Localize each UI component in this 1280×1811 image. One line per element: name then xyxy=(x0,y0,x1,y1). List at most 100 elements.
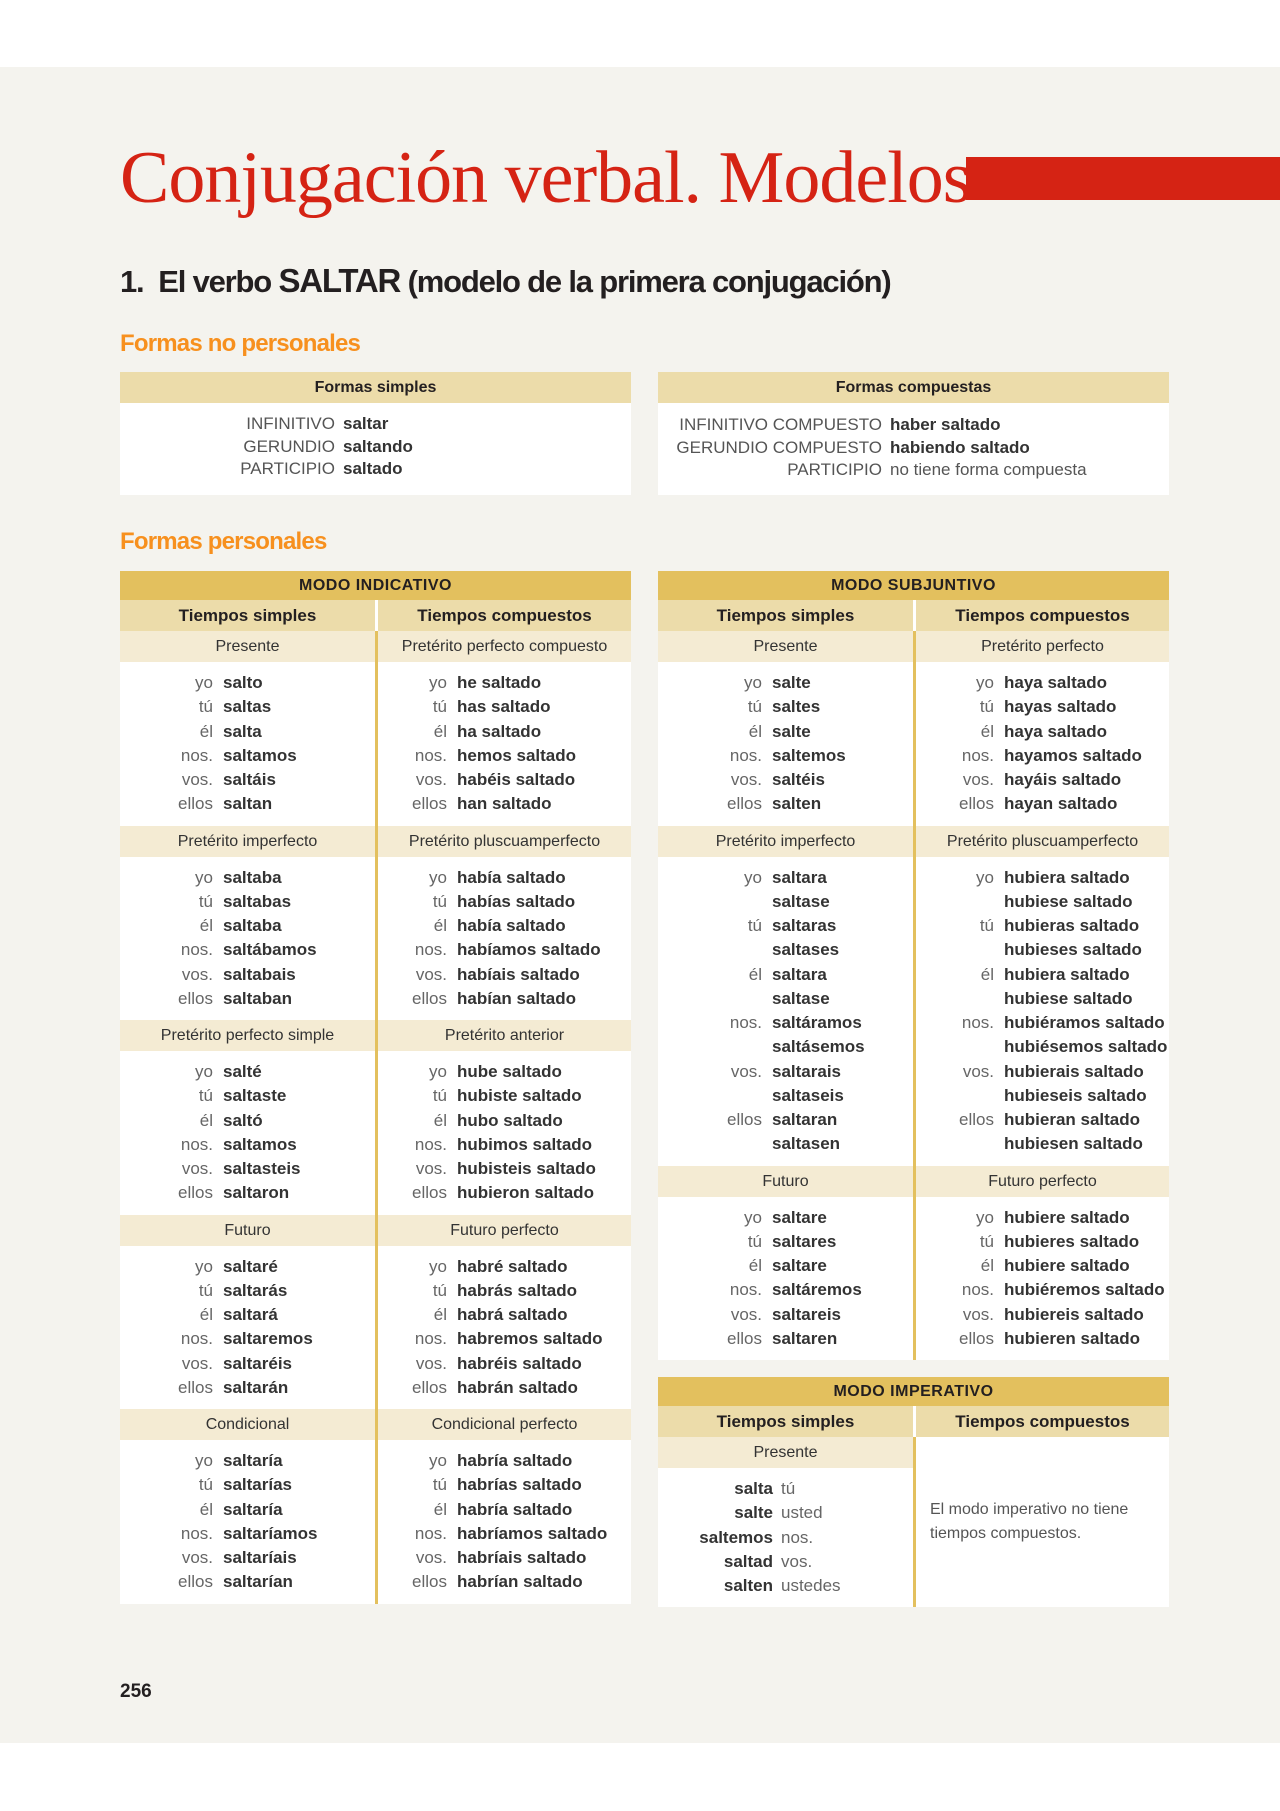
verb-form: saltaría xyxy=(223,1499,283,1519)
verb-form: saltó xyxy=(223,1110,263,1130)
conjugation-row: saltases xyxy=(658,938,913,962)
conjugation-row: nos. saltamos xyxy=(120,1133,375,1157)
tense-cell: Futuro yo saltare tú saltares él saltare nos. sa… xyxy=(658,1165,913,1360)
modo-subjuntivo-table: MODO SUBJUNTIVO Tiempos simples Tiempos co… xyxy=(658,571,1169,1360)
form-label: PARTICIPIO xyxy=(787,460,882,479)
conjugation-row: tú habías saltado xyxy=(378,890,631,914)
conjugation-list: yo había saltado tú habías saltado él había s… xyxy=(378,856,631,1020)
pronoun: nos. xyxy=(781,1527,814,1547)
verb-form: saltemos xyxy=(699,1527,773,1547)
pronoun: nos. xyxy=(414,1329,447,1349)
conjugation-row: él hubiera saltado xyxy=(916,963,1169,987)
pronoun: tú xyxy=(432,1475,447,1495)
verb-form: hayan saltado xyxy=(1004,794,1118,814)
verb-form: hubiésemos saltado xyxy=(1004,1037,1168,1057)
tense-name: Pretérito perfecto xyxy=(916,631,1169,662)
pronoun: nos. xyxy=(180,1329,213,1349)
verb-form: saltes xyxy=(772,697,821,717)
conjugation-row: yo hubiere saltado xyxy=(916,1206,1169,1230)
pronoun: yo xyxy=(976,1207,994,1227)
no-personales-title: Formas no personales xyxy=(120,330,361,357)
pronoun: él xyxy=(199,1305,213,1324)
pronoun: él xyxy=(748,1256,762,1275)
conjugation-row: tú saltarás xyxy=(120,1279,375,1303)
pronoun: yo xyxy=(744,867,762,887)
verb-form: ha saltado xyxy=(457,721,542,741)
conjugation-row: ellos saltarían xyxy=(120,1570,375,1594)
conjugation-row: nos. habríamos saltado xyxy=(378,1522,631,1546)
verb-form: saltaríamos xyxy=(223,1523,318,1543)
conjugation-list: yo he saltado tú has saltado él ha saltado nos… xyxy=(378,662,631,826)
pronoun: yo xyxy=(429,1062,447,1081)
conjugation-row: vos. saltéis xyxy=(658,768,913,792)
conjugation-row: nos. saltaremos xyxy=(120,1327,375,1351)
conjugation-row: yo hube saltado xyxy=(378,1060,631,1084)
pronoun: nos. xyxy=(961,1280,994,1300)
tense-name: Condicional perfecto xyxy=(378,1409,631,1440)
conjugation-row: tú saltaras xyxy=(658,914,913,938)
conjugation-list: yo habré saltado tú habrás saltado él habrá s… xyxy=(378,1245,631,1409)
verb-form: salte xyxy=(734,1503,773,1523)
pronoun xyxy=(916,1132,1004,1156)
personales-title: Formas personales xyxy=(120,528,327,555)
verb-form: habréis saltado xyxy=(457,1353,582,1373)
verb-form: saltara xyxy=(772,867,827,887)
conjugation-list: salta tú salte usted saltemos nos. saltad vos. s… xyxy=(658,1468,913,1608)
pronoun: nos. xyxy=(180,940,213,960)
tense-name: Condicional xyxy=(120,1409,375,1440)
conjugation-grid: Tiempos simples Tiempos compuestos Present… xyxy=(658,600,1169,1360)
pronoun xyxy=(916,938,1004,962)
pronoun: él xyxy=(433,1110,447,1130)
col-header-simples: Tiempos simples xyxy=(658,1406,913,1437)
pronoun: vos. xyxy=(962,1304,994,1324)
conjugation-row: él saltaba xyxy=(120,914,375,938)
verb-form: saltaré xyxy=(223,1256,278,1276)
conjugation-row: ellos saltan xyxy=(120,792,375,816)
form-label: INFINITIVO xyxy=(246,414,335,433)
verb-form: hubieseis saltado xyxy=(1004,1085,1147,1105)
pronoun: tú xyxy=(747,916,762,935)
tense-cell: Futuro yo saltaré tú saltarás él saltará nos. sa… xyxy=(120,1214,375,1409)
conjugation-row: él había saltado xyxy=(378,914,631,938)
pronoun xyxy=(658,890,772,914)
conjugation-list: yo hubiera saltado hubiese saltado tú hubier… xyxy=(916,856,1169,1166)
pronoun: nos. xyxy=(180,1134,213,1154)
form-value: saltar xyxy=(343,414,389,433)
pronoun: nos. xyxy=(414,1134,447,1154)
conjugation-row: nos. hemos saltado xyxy=(378,744,631,768)
verb-form: habrán saltado xyxy=(457,1377,578,1397)
pronoun: nos. xyxy=(729,1013,762,1032)
verb-form: saltases xyxy=(772,940,840,960)
verb-form: hubiéremos saltado xyxy=(1004,1280,1165,1300)
verb-form: han saltado xyxy=(457,794,552,814)
form-label: GERUNDIO xyxy=(243,436,335,456)
conjugation-list: yo hubiere saltado tú hubieres saltado él hub… xyxy=(916,1196,1169,1360)
conjugation-row: nos. saltemos xyxy=(658,744,913,768)
tense-cell: Pretérito pluscuamperfecto yo había saltad… xyxy=(375,825,631,1020)
tense-cell: Condicional yo saltaría tú saltarías él saltar… xyxy=(120,1409,375,1604)
conjugation-row: ellos hubieren saltado xyxy=(916,1327,1169,1351)
conjugation-row: saltad vos. xyxy=(658,1550,913,1574)
imperative-note: El modo imperativo no tiene tiempos comp… xyxy=(913,1437,1169,1607)
tense-name: Futuro xyxy=(120,1214,375,1246)
pronoun: vos. xyxy=(415,964,447,984)
conjugation-row: ellos habrán saltado xyxy=(378,1376,631,1400)
conjugation-row: nos. saltáremos xyxy=(658,1278,913,1302)
verb-form: salte xyxy=(772,721,811,741)
conjugation-list: yo saltara saltase tú saltaras saltases él salt… xyxy=(658,856,913,1166)
pronoun: ellos xyxy=(178,988,213,1008)
verb-form: saltabas xyxy=(223,891,292,911)
conjugation-row: tú saltares xyxy=(658,1230,913,1254)
pronoun xyxy=(916,1035,1004,1059)
pronoun: vos. xyxy=(181,1159,213,1178)
pronoun: nos. xyxy=(729,745,762,765)
conjugation-row: nos. hubimos saltado xyxy=(378,1133,631,1157)
conjugation-row: hubiese saltado xyxy=(916,890,1169,914)
tense-name: Pretérito imperfecto xyxy=(120,825,375,857)
pronoun: tú xyxy=(198,891,213,911)
conjugation-row: tú has saltado xyxy=(378,695,631,719)
pronoun: ellos xyxy=(412,794,447,814)
verb-form: saltaseis xyxy=(772,1085,844,1105)
verb-form: habrías saltado xyxy=(457,1475,582,1495)
verb-form: habéis saltado xyxy=(457,770,576,789)
